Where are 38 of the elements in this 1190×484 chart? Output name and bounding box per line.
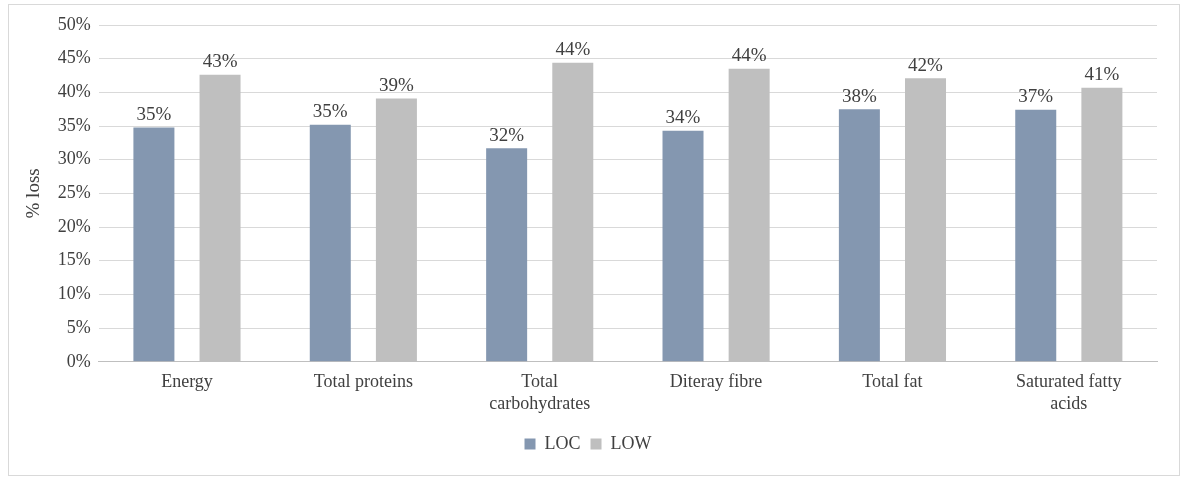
y-tick-label: 15% (57, 249, 91, 270)
bar (133, 127, 175, 362)
data-label: 34% (665, 106, 701, 128)
legend-label: LOW (610, 432, 652, 453)
data-label: 38% (841, 84, 877, 106)
y-tick-label: 25% (57, 182, 91, 203)
y-tick-label: 50% (57, 13, 91, 34)
x-tick-label: Saturated fatty acids (1016, 371, 1122, 413)
y-tick-label: 20% (57, 215, 91, 236)
x-tick-label: Total fat (862, 371, 923, 392)
bar (838, 109, 880, 362)
y-tick-label: 10% (57, 283, 91, 304)
data-label: 35% (136, 102, 172, 124)
legend-label: LOC (544, 432, 581, 453)
y-tick-label: 5% (66, 316, 91, 337)
data-label: 42% (908, 53, 944, 75)
x-tick-label: Total proteins (313, 371, 413, 392)
data-label: 37% (1018, 85, 1054, 107)
data-label: 43% (202, 50, 238, 72)
y-tick-label: 0% (66, 350, 91, 371)
x-tick-label: Total carbohydrates (489, 371, 591, 413)
y-tick-label: 35% (57, 114, 91, 135)
bar (486, 148, 528, 362)
data-label: 41% (1084, 63, 1120, 85)
y-tick-label: 45% (57, 47, 91, 68)
data-label: 44% (555, 38, 591, 60)
data-label: 35% (312, 100, 348, 122)
data-label: 39% (379, 73, 414, 95)
x-tick-label: Energy (161, 371, 213, 392)
y-axis-title: % loss (22, 168, 44, 219)
x-tick-label: Diteray fibre (669, 371, 763, 392)
y-tick-label: 40% (57, 81, 91, 102)
bar (662, 130, 704, 362)
data-label: 32% (489, 123, 525, 145)
bar (309, 124, 351, 362)
data-label: 44% (731, 44, 767, 66)
y-tick-label: 30% (57, 148, 91, 169)
bar (1015, 109, 1057, 362)
